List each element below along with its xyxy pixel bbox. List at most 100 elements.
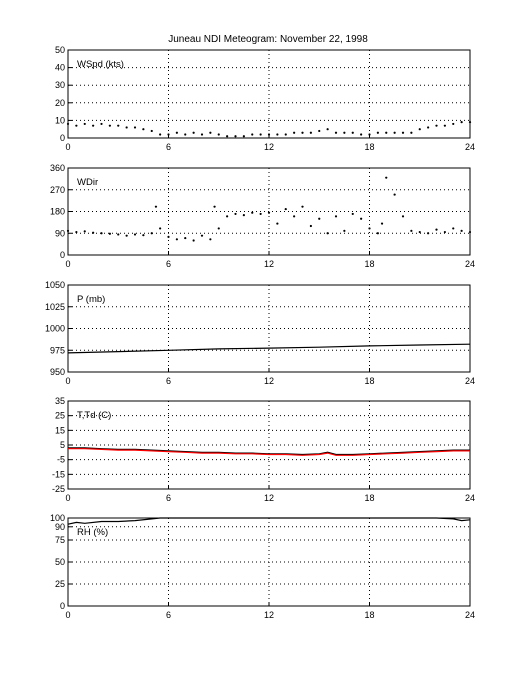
y-tick-label: 270 [50,185,65,195]
data-point [326,232,329,235]
x-tick-label: 6 [166,493,171,503]
data-point [125,126,128,129]
y-tick-label: -25 [52,484,65,494]
data-point [117,124,120,127]
data-point [309,224,312,228]
x-tick-label: 6 [166,142,171,152]
data-point [200,234,204,237]
data-point [75,124,78,127]
y-tick-label: 100 [50,513,65,523]
data-point [293,131,296,134]
data-point [92,124,95,127]
y-tick-label: -5 [57,455,65,465]
panel-label: WSpd (kts) [77,59,124,70]
x-tick-label: 18 [364,610,374,620]
series-line-0 [68,447,470,456]
y-tick-label: 1025 [45,302,65,312]
x-tick-label: 12 [264,376,274,386]
y-tick-label: 30 [55,80,65,90]
panel-3: 0 6 12 18 24 -25 -15 -5 5 15 25 35 T,Td (C) [52,396,475,503]
x-tick-label: 0 [65,376,70,386]
data-point [343,229,346,232]
x-tick-label: 6 [166,259,171,269]
data-point [368,227,371,230]
data-point [309,131,312,134]
data-point [318,129,321,133]
data-point [435,124,438,127]
data-point [385,131,388,134]
y-tick-label: 90 [55,522,65,532]
data-point [100,122,103,126]
x-tick-label: 6 [166,376,171,386]
data-point [276,133,279,136]
x-tick-label: 12 [264,610,274,620]
y-tick-label: 180 [50,207,65,217]
x-tick-label: 24 [465,610,475,620]
series-line-1 [68,448,470,456]
x-tick-label: 24 [465,376,475,386]
data-point [83,122,86,126]
data-point [192,239,195,242]
data-point [154,205,158,208]
y-tick-label: 35 [55,396,65,406]
x-tick-label: 18 [364,142,374,152]
data-point [410,131,413,134]
data-point [334,131,338,134]
data-point [66,122,70,126]
data-point [460,121,463,124]
data-point [334,215,338,218]
data-point [167,235,170,238]
data-point [301,205,304,208]
series-line-0 [67,517,471,525]
data-point [318,217,321,220]
x-tick-label: 12 [264,493,274,503]
data-point [284,133,287,136]
data-point [452,227,455,230]
data-point [276,222,279,225]
data-point [184,133,187,136]
panel-label: P (mb) [77,294,105,305]
data-point [393,193,396,196]
x-tick-label: 0 [65,259,70,269]
y-tick-label: 25 [55,579,65,589]
data-point [259,212,262,216]
x-tick-label: 0 [65,142,70,152]
data-point [468,121,472,124]
data-point [142,128,145,131]
data-point [343,131,346,134]
data-point [217,227,220,230]
x-tick-label: 18 [364,259,374,269]
data-point [133,126,137,129]
y-tick-label: 1050 [45,280,65,290]
data-point [209,131,212,134]
data-point [301,131,304,134]
data-point [226,135,229,138]
data-point [234,135,237,138]
data-point [443,230,446,234]
y-tick-label: 15 [55,425,65,435]
data-point [150,232,153,235]
x-tick-label: 24 [465,142,475,152]
data-point [460,229,463,232]
data-point [100,232,103,235]
data-point [284,207,287,211]
panel-2: 0 6 12 18 24 950 975 1000 1025 1050 P (mb) [45,280,475,386]
data-point [234,212,237,216]
panel-label: T,Td (C) [77,410,111,421]
data-point [175,238,178,241]
data-point [360,217,363,220]
y-tick-label: 5 [60,440,65,450]
data-point [117,233,120,236]
data-point [418,128,421,131]
data-point [468,230,472,234]
data-point [209,238,212,241]
data-point [427,232,430,235]
data-point [380,222,384,225]
data-point [167,133,170,136]
data-point [251,211,254,214]
data-point [83,230,86,233]
x-tick-label: 24 [465,259,475,269]
x-tick-label: 12 [264,259,274,269]
